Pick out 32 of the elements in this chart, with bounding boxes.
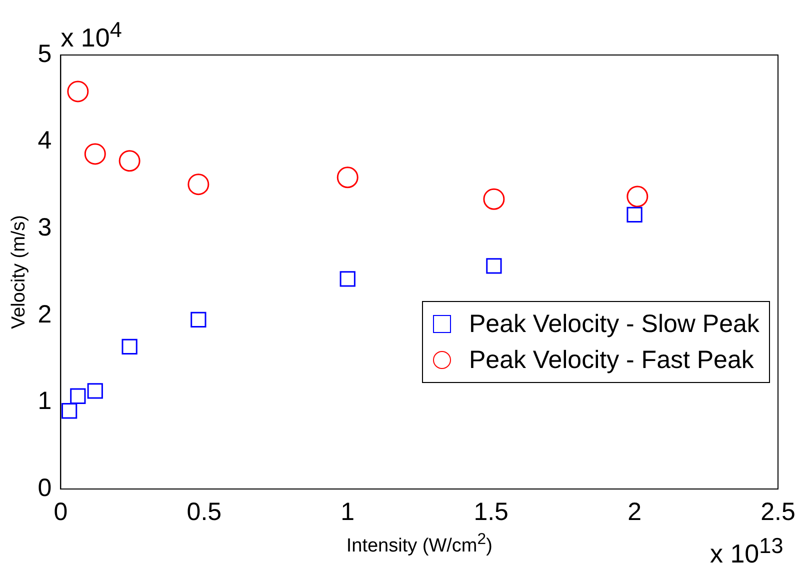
point [336, 166, 358, 188]
point [190, 312, 206, 328]
x-axis-title: Intensity (W/cm$^{2}$) [346, 531, 492, 558]
x-tick-label: 0.5 [186, 498, 222, 526]
y-axis-title: Velocity (m/s) [8, 214, 30, 330]
point [626, 206, 642, 223]
text: x 10$^{13}$ [710, 533, 784, 570]
x-tick-label: 2 [628, 498, 642, 526]
point [626, 186, 648, 208]
point [188, 174, 210, 196]
point [122, 338, 138, 354]
y-tick-label: 2 [38, 300, 52, 328]
point [70, 388, 86, 404]
point [84, 143, 106, 165]
y-tick-label: 0 [38, 474, 52, 502]
x-tick-label: 2.5 [760, 498, 796, 526]
point [340, 271, 356, 287]
y-tick-label: 1 [38, 387, 52, 416]
point [67, 80, 89, 102]
point [483, 188, 505, 210]
y-tick-label: 3 [38, 213, 52, 242]
y-tick-label: 5 [38, 40, 52, 68]
point [486, 258, 502, 274]
x-tick-label: 1.5 [474, 498, 508, 526]
point [87, 383, 103, 399]
x-tick-label: 1 [340, 498, 355, 526]
text: x 10$^{4}$ [60, 17, 122, 54]
y-tick-label: 4 [38, 126, 52, 155]
point [61, 403, 78, 419]
point [118, 150, 140, 172]
legend-label: Peak Velocity - Fast Peak [469, 346, 754, 374]
legend-label: Peak Velocity - Slow Peak [469, 310, 760, 338]
